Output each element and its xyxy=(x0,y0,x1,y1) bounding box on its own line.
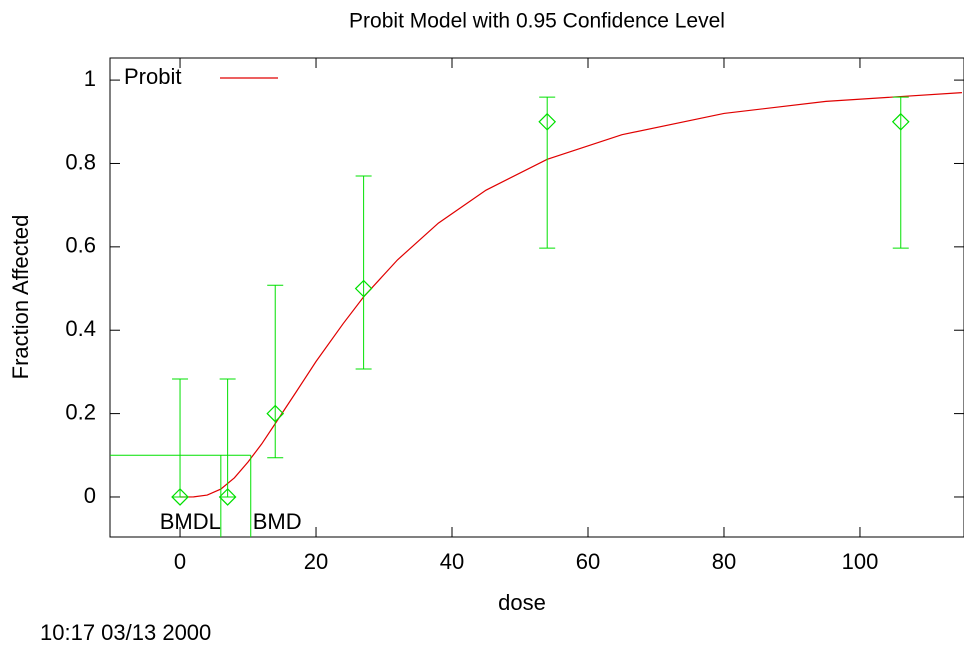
legend-label: Probit xyxy=(124,64,181,89)
x-tick-label: 0 xyxy=(174,549,186,574)
data-point xyxy=(354,279,373,298)
x-axis-label: dose xyxy=(498,590,546,615)
x-tick-label: 20 xyxy=(304,549,328,574)
chart-title: Probit Model with 0.95 Confidence Level xyxy=(349,10,725,33)
plot-frame xyxy=(109,57,964,538)
y-tick-label: 1 xyxy=(84,66,96,91)
y-axis-label: Fraction Affected xyxy=(8,215,33,380)
x-tick-label: 60 xyxy=(576,549,600,574)
y-tick-label: 0.6 xyxy=(65,233,96,258)
bmd-label: BMD xyxy=(253,509,302,534)
timestamp: 10:17 03/13 2000 xyxy=(40,620,211,645)
y-tick-label: 0.2 xyxy=(65,399,96,424)
y-tick-label: 0.8 xyxy=(65,149,96,174)
data-point xyxy=(218,488,237,506)
data-point xyxy=(266,404,285,423)
y-tick-label: 0 xyxy=(84,483,96,508)
data-point xyxy=(171,488,189,506)
bmdl-label: BMDL xyxy=(160,509,221,534)
x-tick-label: 80 xyxy=(712,549,736,574)
x-tick-label: 40 xyxy=(440,549,464,574)
data-point xyxy=(538,112,557,131)
data-point xyxy=(891,112,910,131)
x-tick-label: 100 xyxy=(842,549,879,574)
y-tick-label: 0.4 xyxy=(65,316,96,341)
fit-line xyxy=(180,92,962,498)
